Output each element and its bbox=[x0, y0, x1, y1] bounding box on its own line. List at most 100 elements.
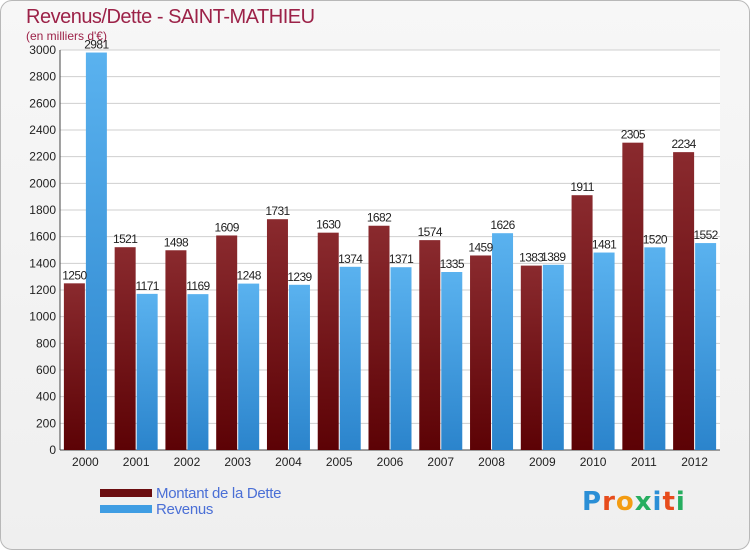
x-tick-label: 2004 bbox=[275, 455, 302, 469]
x-tick-label: 2001 bbox=[123, 455, 150, 469]
x-tick-label: 2000 bbox=[72, 455, 99, 469]
y-tick-label: 1400 bbox=[29, 256, 56, 270]
y-tick-label: 800 bbox=[36, 336, 56, 350]
label-layer: 1250 2981 1521 1171 1498 1169 1609 1248 1731 1239… bbox=[62, 38, 719, 294]
data-label-dette: 1609 bbox=[215, 220, 240, 234]
y-tick-label: 600 bbox=[36, 363, 56, 377]
legend-swatch-dette bbox=[100, 489, 152, 497]
legend-label-dette: Montant de la Dette bbox=[156, 485, 282, 502]
data-label-dette: 1521 bbox=[113, 232, 138, 246]
x-tick-label: 2007 bbox=[427, 455, 454, 469]
bar-revenus bbox=[441, 272, 463, 450]
bar-revenus bbox=[136, 293, 158, 450]
data-label-revenus: 1239 bbox=[287, 270, 312, 284]
data-label-revenus: 1520 bbox=[643, 232, 668, 246]
logo-letter: i bbox=[652, 487, 663, 517]
bar-revenus bbox=[390, 267, 412, 450]
x-tick-label: 2003 bbox=[224, 455, 251, 469]
bar-dette bbox=[266, 219, 288, 450]
bar-revenus bbox=[542, 264, 564, 450]
data-label-revenus: 1481 bbox=[592, 238, 617, 252]
data-label-revenus: 1335 bbox=[440, 257, 465, 271]
y-tick-label: 2000 bbox=[29, 176, 56, 190]
y-tick-label: 0 bbox=[49, 443, 56, 457]
bar-revenus bbox=[593, 252, 615, 450]
bar-revenus bbox=[288, 284, 310, 450]
logo-letter: P bbox=[582, 487, 603, 517]
bar-dette bbox=[317, 232, 339, 450]
x-tick-label: 2005 bbox=[326, 455, 353, 469]
bar-dette bbox=[673, 152, 695, 450]
bar-dette bbox=[571, 195, 593, 450]
y-tick-label: 1800 bbox=[29, 203, 56, 217]
x-tick-label: 2008 bbox=[478, 455, 505, 469]
data-label-dette: 2305 bbox=[621, 128, 646, 142]
data-label-dette: 1630 bbox=[316, 218, 341, 232]
data-label-revenus: 1371 bbox=[389, 252, 414, 266]
y-tick-label: 1200 bbox=[29, 283, 56, 297]
y-tick-label: 1000 bbox=[29, 310, 56, 324]
bar-dette bbox=[63, 283, 85, 450]
y-tick-label: 2800 bbox=[29, 70, 56, 84]
legend-label-revenus: Revenus bbox=[156, 501, 214, 518]
grid-layer bbox=[60, 49, 720, 451]
data-label-revenus: 1374 bbox=[338, 252, 363, 266]
bar-revenus bbox=[238, 283, 260, 450]
data-label-revenus: 1389 bbox=[541, 250, 566, 264]
data-label-dette: 1911 bbox=[570, 180, 594, 194]
y-tick-label: 1600 bbox=[29, 230, 56, 244]
axis-layer: 0 200 400 600 800 1000 1200 1400 1600 1800 2000 220… bbox=[29, 43, 720, 469]
x-tick-label: 2011 bbox=[631, 455, 657, 469]
data-label-revenus: 1169 bbox=[186, 279, 210, 293]
logo-letter: t bbox=[662, 487, 676, 517]
x-tick-label: 2012 bbox=[681, 455, 708, 469]
y-tick-label: 3000 bbox=[29, 43, 56, 57]
x-tick-label: 2006 bbox=[377, 455, 404, 469]
data-label-revenus: 2981 bbox=[84, 38, 109, 52]
data-label-revenus: 1552 bbox=[693, 228, 718, 242]
bar-revenus bbox=[492, 233, 514, 450]
bar-revenus bbox=[695, 243, 717, 450]
bar-dette bbox=[165, 250, 187, 450]
x-tick-label: 2009 bbox=[529, 455, 556, 469]
bar-dette bbox=[622, 142, 644, 450]
data-label-revenus: 1626 bbox=[490, 218, 515, 232]
data-label-dette: 1498 bbox=[164, 235, 189, 249]
y-tick-label: 2200 bbox=[29, 150, 56, 164]
data-label-dette: 1250 bbox=[62, 268, 87, 282]
data-label-revenus: 1171 bbox=[135, 279, 159, 293]
logo-letter: o bbox=[615, 487, 635, 517]
bar-revenus bbox=[644, 247, 666, 450]
bar-dette bbox=[216, 235, 238, 450]
proxiti-logo: Proxiti bbox=[582, 487, 686, 517]
x-tick-label: 2010 bbox=[580, 455, 607, 469]
bar-revenus bbox=[339, 266, 361, 450]
chart-title: Revenus/Dette - SAINT-MATHIEU bbox=[26, 6, 315, 28]
y-tick-label: 2600 bbox=[29, 96, 56, 110]
bar-dette bbox=[114, 247, 136, 450]
bar-dette bbox=[368, 225, 390, 450]
bar-dette bbox=[520, 265, 542, 450]
y-tick-label: 200 bbox=[36, 416, 56, 430]
logo-letter: i bbox=[675, 487, 686, 517]
chart-subtitle: (en milliers d'€) bbox=[26, 29, 107, 43]
data-label-dette: 1459 bbox=[468, 240, 493, 254]
logo-letter: x bbox=[634, 487, 653, 517]
data-label-dette: 2234 bbox=[671, 137, 696, 151]
data-label-dette: 1682 bbox=[367, 211, 392, 225]
legend-swatch-revenus bbox=[100, 505, 152, 513]
bar-dette bbox=[419, 240, 441, 450]
plot-area bbox=[60, 50, 720, 450]
y-tick-label: 2400 bbox=[29, 123, 56, 137]
x-tick-label: 2002 bbox=[174, 455, 201, 469]
data-label-dette: 1731 bbox=[265, 204, 290, 218]
data-label-dette: 1383 bbox=[519, 251, 544, 265]
bar-revenus bbox=[187, 294, 209, 450]
bar-layer bbox=[63, 52, 717, 451]
data-label-dette: 1574 bbox=[418, 225, 443, 239]
logo-letter: r bbox=[602, 487, 616, 517]
bar-revenus bbox=[85, 52, 107, 451]
data-label-revenus: 1248 bbox=[237, 269, 262, 283]
bar-dette bbox=[470, 255, 492, 450]
